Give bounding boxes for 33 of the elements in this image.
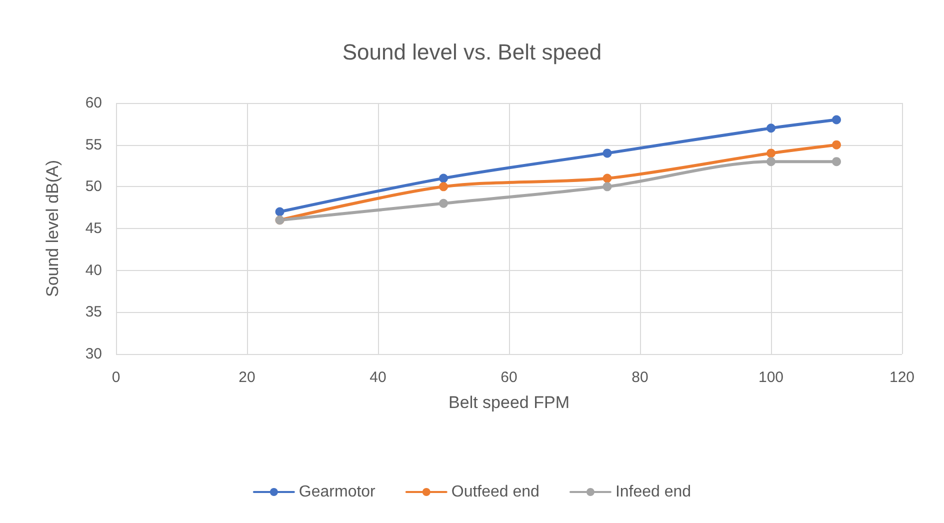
y-tick-label: 60 [85, 94, 102, 112]
point [832, 140, 841, 150]
x-axis-title: Belt speed FPM [448, 393, 570, 412]
y-tick-label: 55 [85, 136, 102, 154]
x-tick-label: 60 [500, 369, 518, 386]
x-tick-label: 120 [889, 369, 915, 386]
x-tick-label: 0 [112, 369, 120, 386]
x-tick-label: 40 [370, 369, 386, 386]
point [766, 148, 776, 158]
y-tick-label: 40 [85, 262, 102, 279]
x-tick-label: 80 [632, 369, 648, 386]
point [602, 148, 612, 158]
y-tick-label: 50 [85, 178, 102, 196]
x-tick-label: 20 [238, 369, 256, 386]
point [766, 124, 776, 133]
chart-title: Sound level vs. Belt speed [342, 40, 602, 64]
point [439, 174, 448, 183]
point [602, 182, 612, 192]
legend-label: Gearmotor [298, 484, 376, 500]
point [602, 174, 612, 183]
point [766, 157, 776, 166]
y-axis-title: Sound level dB(A) [43, 160, 62, 298]
y-tick-label: 35 [85, 304, 102, 321]
point [439, 182, 448, 192]
point [832, 157, 841, 166]
point [275, 207, 284, 216]
point [832, 115, 841, 124]
x-tick-label: 100 [758, 369, 784, 386]
legend-label: Outfeed end [451, 484, 540, 500]
y-tick-label: 45 [85, 220, 102, 237]
legend-label: Infeed end [615, 484, 692, 500]
point [439, 198, 448, 208]
y-tick-label: 30 [85, 346, 102, 362]
